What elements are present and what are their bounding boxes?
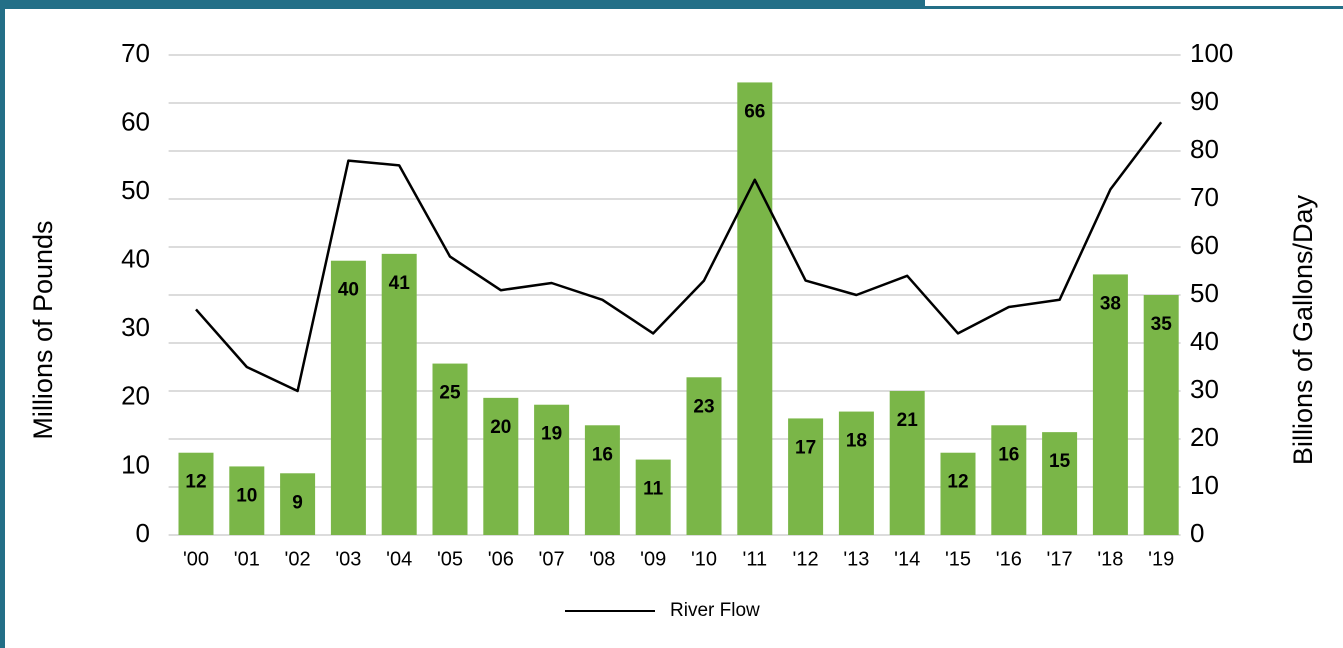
value-label: 23 bbox=[693, 396, 714, 417]
value-label: 66 bbox=[744, 101, 765, 122]
x-tick-label: '05 bbox=[437, 548, 463, 570]
value-label: 11 bbox=[643, 479, 664, 500]
bar bbox=[991, 425, 1027, 535]
x-tick-label: '14 bbox=[894, 548, 920, 570]
x-tick-label: '01 bbox=[234, 548, 260, 570]
bar bbox=[330, 260, 366, 535]
value-label: 25 bbox=[439, 383, 461, 404]
y-tick-label: 40 bbox=[121, 244, 150, 274]
bar bbox=[838, 411, 874, 535]
bar bbox=[483, 397, 519, 535]
y-tick-label: 30 bbox=[121, 312, 150, 342]
y2-tick-label: 90 bbox=[1190, 86, 1219, 116]
x-tick-label: '09 bbox=[640, 548, 666, 570]
y-tick-label: 60 bbox=[121, 106, 150, 136]
bar bbox=[1042, 432, 1078, 535]
bar bbox=[1143, 295, 1179, 535]
bar bbox=[686, 377, 722, 535]
x-tick-label: '17 bbox=[1047, 548, 1073, 570]
x-tick-label: '04 bbox=[386, 548, 412, 570]
x-tick-label: '08 bbox=[589, 548, 615, 570]
value-label: 16 bbox=[998, 444, 1019, 465]
y2-tick-label: 10 bbox=[1190, 470, 1219, 500]
value-label: 9 bbox=[292, 492, 303, 513]
bar bbox=[788, 418, 824, 535]
value-label: 15 bbox=[1049, 451, 1071, 472]
x-tick-label: '03 bbox=[335, 548, 361, 570]
x-tick-label: '19 bbox=[1148, 548, 1174, 570]
value-label: 38 bbox=[1100, 293, 1121, 314]
y2-tick-label: 100 bbox=[1190, 38, 1233, 68]
value-label: 16 bbox=[592, 444, 613, 465]
bar bbox=[178, 452, 214, 535]
bar bbox=[381, 253, 417, 535]
x-tick-label: '18 bbox=[1097, 548, 1123, 570]
y2-tick-label: 50 bbox=[1190, 278, 1219, 308]
y2-tick-label: 40 bbox=[1190, 326, 1219, 356]
y2-tick-label: 30 bbox=[1190, 374, 1219, 404]
bar bbox=[432, 363, 468, 535]
bar bbox=[280, 473, 316, 535]
bar bbox=[534, 404, 570, 535]
bar bbox=[737, 82, 773, 535]
y2-tick-label: 20 bbox=[1190, 422, 1219, 452]
value-label: 12 bbox=[185, 472, 206, 493]
line bbox=[195, 121, 1163, 393]
y2-tick-label: 70 bbox=[1190, 182, 1219, 212]
bar bbox=[635, 459, 671, 535]
x-tick-label: '15 bbox=[945, 548, 971, 570]
y-tick-label: 10 bbox=[121, 449, 150, 479]
y-tick-label: 0 bbox=[136, 518, 150, 548]
value-label: 19 bbox=[541, 424, 562, 445]
bar bbox=[889, 391, 925, 535]
x-tick-label: '07 bbox=[539, 548, 565, 570]
bar bbox=[229, 466, 265, 535]
x-tick-label: '00 bbox=[183, 548, 209, 570]
x-tick-label: '10 bbox=[691, 548, 717, 570]
value-label: 18 bbox=[846, 431, 867, 452]
value-label: 41 bbox=[389, 273, 411, 294]
x-tick-label: '13 bbox=[843, 548, 869, 570]
y2-tick-label: 60 bbox=[1190, 230, 1219, 260]
x-tick-label: '12 bbox=[793, 548, 819, 570]
y-tick-label: 20 bbox=[121, 381, 150, 411]
y2-axis-label: Billions of Gallons/Day bbox=[1288, 194, 1318, 465]
value-label: 20 bbox=[490, 417, 511, 438]
y-axis-label: Millions of Pounds bbox=[28, 220, 58, 439]
x-tick-label: '06 bbox=[488, 548, 514, 570]
y-tick-label: 70 bbox=[121, 38, 150, 68]
x-tick-label: '16 bbox=[996, 548, 1022, 570]
value-label: 40 bbox=[338, 280, 359, 301]
value-label: 35 bbox=[1151, 314, 1173, 335]
bar bbox=[940, 452, 976, 535]
y-tick-label: 50 bbox=[121, 175, 150, 205]
value-label: 12 bbox=[947, 472, 968, 493]
value-label: 10 bbox=[236, 485, 257, 506]
left-border bbox=[0, 0, 5, 648]
y2-tick-label: 80 bbox=[1190, 134, 1219, 164]
legend-label: River Flow bbox=[670, 600, 760, 621]
bar bbox=[1092, 274, 1128, 535]
x-tick-label: '11 bbox=[743, 548, 768, 570]
y2-tick-label: 0 bbox=[1190, 518, 1204, 548]
value-label: 21 bbox=[897, 410, 919, 431]
bar bbox=[584, 425, 620, 535]
value-label: 17 bbox=[795, 437, 816, 458]
x-tick-label: '02 bbox=[285, 548, 311, 570]
top-line bbox=[925, 6, 1343, 9]
top-band bbox=[0, 0, 925, 9]
